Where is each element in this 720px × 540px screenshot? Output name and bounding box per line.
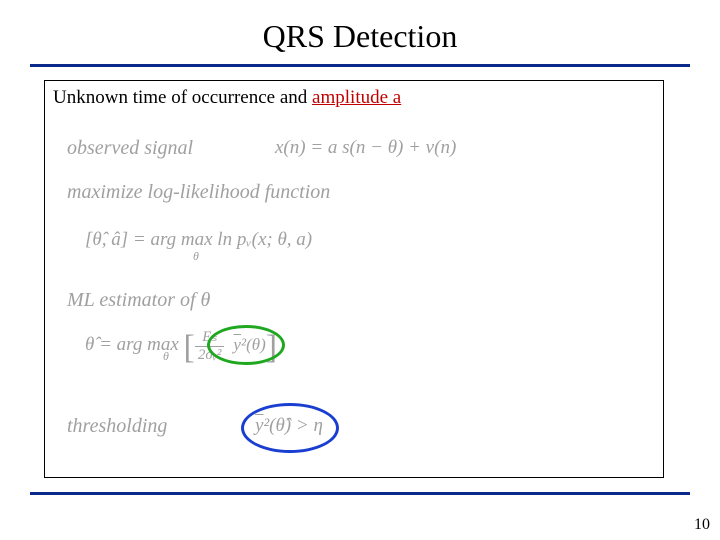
label-thresholding: thresholding <box>67 415 167 438</box>
page-number: 10 <box>694 516 710 534</box>
label-ml-estimator: ML estimator of θ <box>67 289 210 312</box>
equation-observed: x(n) = a s(n − θ) + v(n) <box>275 137 456 159</box>
left-bracket: [ <box>184 329 195 366</box>
subtitle: Unknown time of occurrence and amplitude… <box>53 87 401 109</box>
subtitle-amplitude: amplitude a <box>312 87 401 108</box>
argmax-pair-text: [θ̂, â] = arg max ln pᵥ(x; θ, a) <box>85 229 312 250</box>
annotation-ellipse-blue <box>241 403 339 453</box>
rule-top <box>30 64 690 67</box>
label-maximize-loglik: maximize log-likelihood function <box>67 181 330 204</box>
rule-bottom <box>30 492 690 495</box>
content-box: Unknown time of occurrence and amplitude… <box>44 80 664 478</box>
slide-title: QRS Detection <box>0 18 720 55</box>
label-observed-signal: observed signal <box>67 137 193 160</box>
argmax-subscript-theta: θ <box>193 249 199 264</box>
subtitle-prefix: Unknown time of occurrence and <box>53 87 312 108</box>
theta-hat-subscript: θ <box>163 349 169 364</box>
equation-argmax-pair: [θ̂, â] = arg max ln pᵥ(x; θ, a) θ <box>85 229 312 251</box>
annotation-ellipse-green <box>207 325 285 365</box>
